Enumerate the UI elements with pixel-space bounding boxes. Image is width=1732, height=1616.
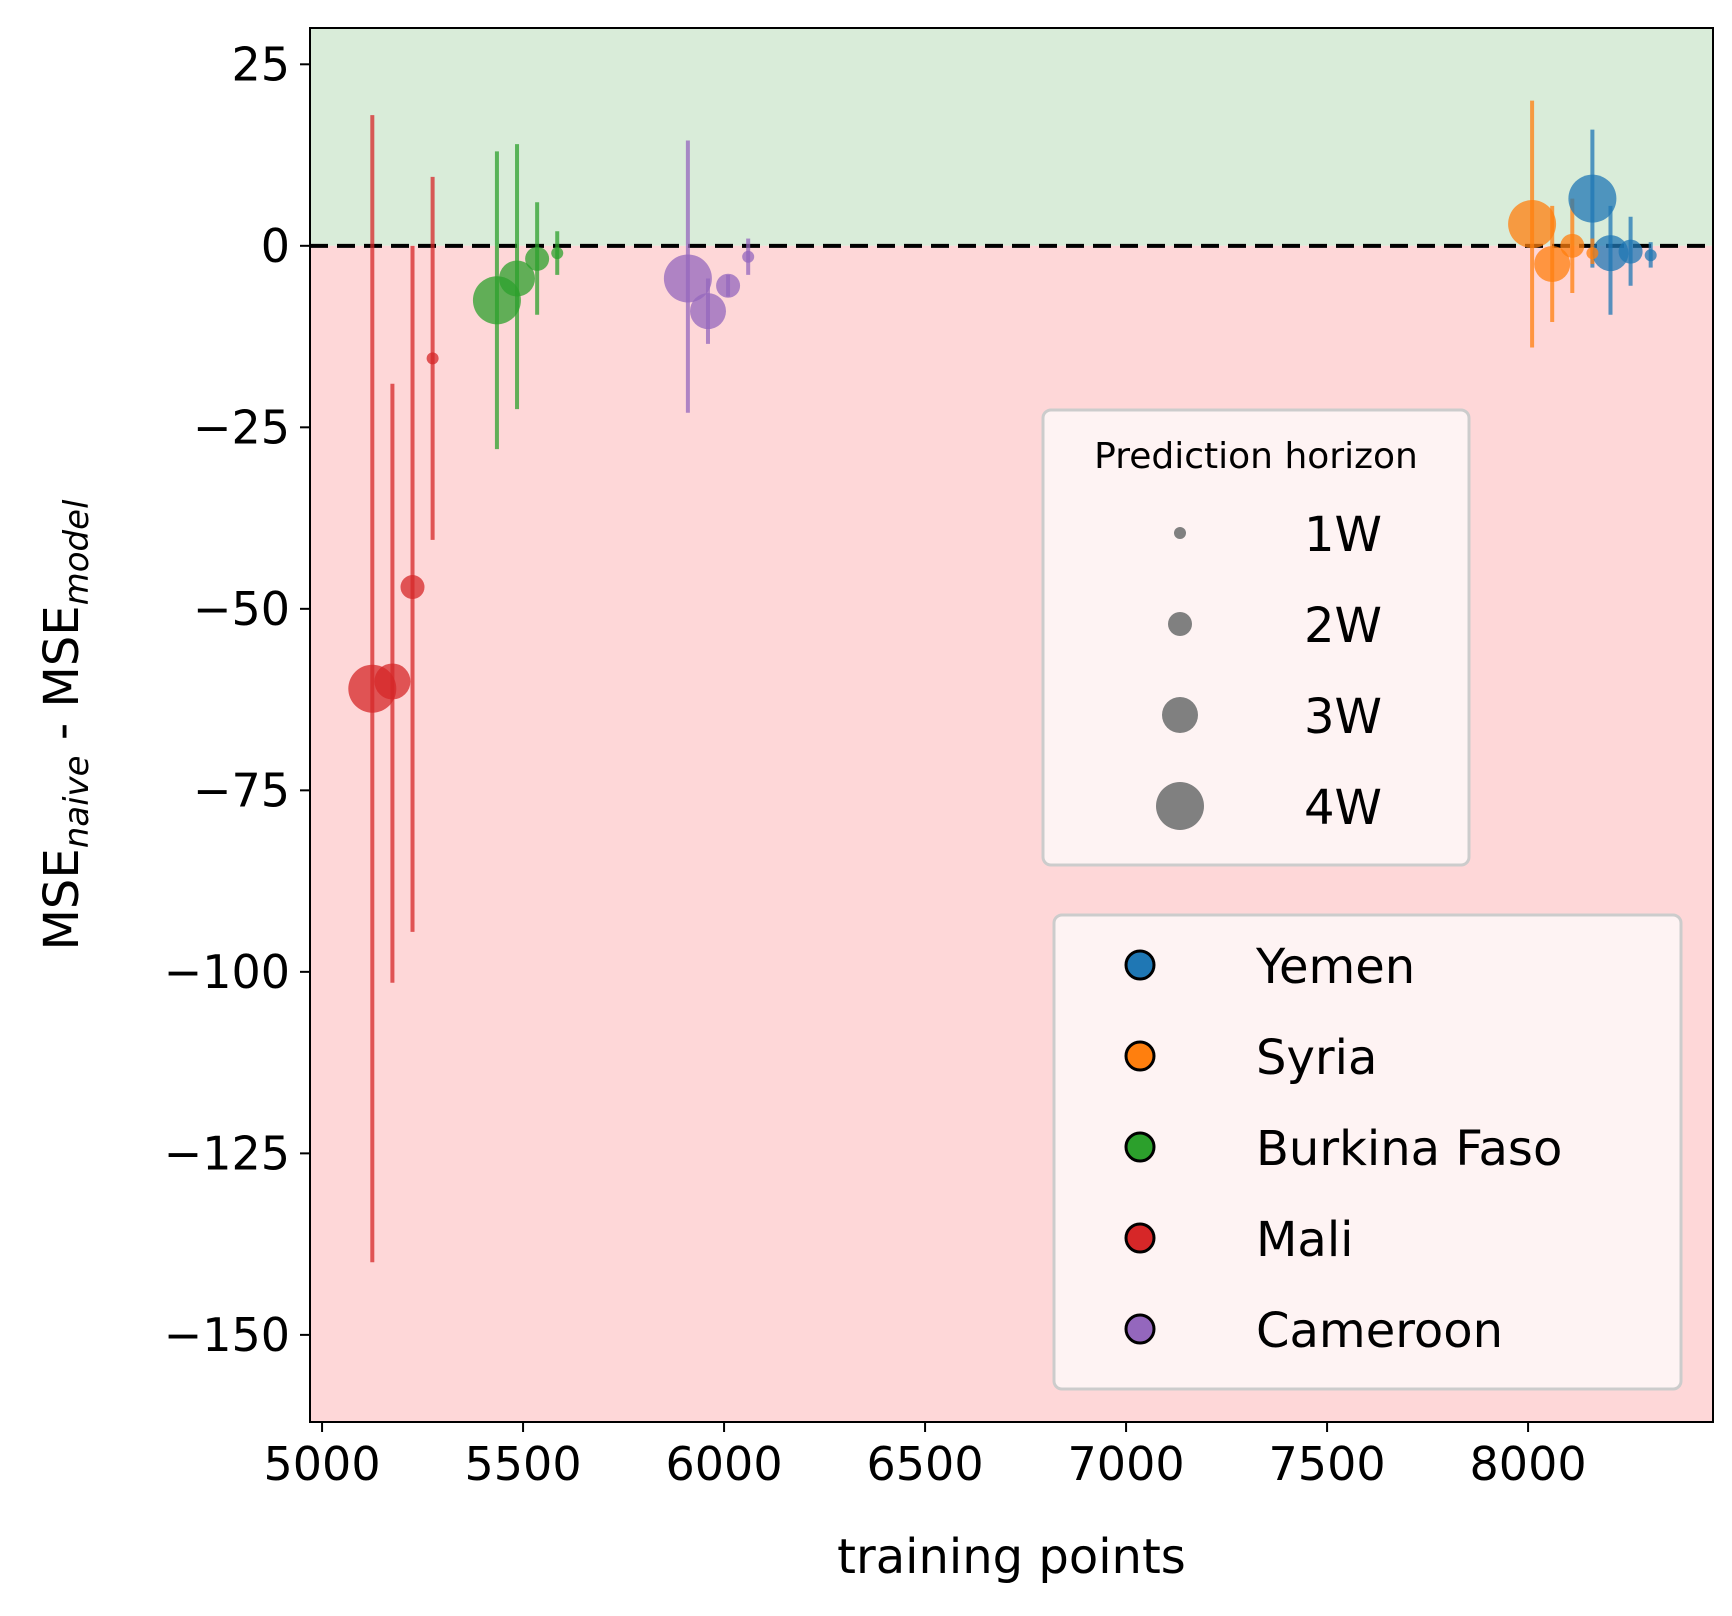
data-point-syria-3w <box>1534 245 1571 282</box>
legend-size-marker-2w <box>1168 612 1192 636</box>
data-point-syria-2w <box>1560 233 1585 258</box>
legend-marker-mali <box>1124 1222 1156 1254</box>
legend-size-marker-3w <box>1162 697 1198 733</box>
data-point-syria-1w <box>1586 247 1599 260</box>
legend-label-mali: Mali <box>1256 1212 1354 1268</box>
y-tick-label: −125 <box>164 1126 290 1180</box>
data-point-yemen-3w <box>1592 235 1629 272</box>
legend-marker-syria <box>1124 1040 1156 1072</box>
y-tick-label: −150 <box>164 1308 290 1362</box>
x-tick-label: 6000 <box>666 1437 783 1491</box>
legend-size-label: 1W <box>1304 507 1382 563</box>
legend-size-marker-1w <box>1174 527 1186 539</box>
data-point-yemen-2w <box>1618 239 1643 264</box>
data-point-cameroon-3w <box>689 293 726 330</box>
y-tick-label: −50 <box>193 582 290 636</box>
y-axis-title-part: MSE <box>34 848 90 950</box>
data-point-cameroon-4w <box>663 254 712 303</box>
legend-size-label: 4W <box>1304 780 1382 836</box>
y-axis-title-subscript: naive <box>57 755 97 848</box>
legend-label-cameroon: Cameroon <box>1256 1303 1503 1359</box>
y-tick-label: −100 <box>164 945 290 999</box>
y-axis-title-subscript: model <box>57 499 97 605</box>
legend-marker-yemen <box>1124 949 1156 981</box>
y-axis-title: MSEnaive - MSEmodel <box>34 499 97 951</box>
data-point-mali-2w <box>400 575 425 600</box>
y-tick-label: −75 <box>193 763 290 817</box>
legend-prediction-horizon: Prediction horizon 1W 2W 3W 4W <box>1041 408 1471 867</box>
y-tick-label: −25 <box>193 400 290 454</box>
x-tick-label: 7500 <box>1269 1437 1386 1491</box>
legend-size-label: 2W <box>1304 598 1382 654</box>
data-point-yemen-4w <box>1568 174 1617 223</box>
legend-size-label: 3W <box>1304 689 1382 745</box>
data-point-mali-1w <box>426 352 439 365</box>
x-tick-label: 5000 <box>264 1437 381 1491</box>
data-point-cameroon-1w <box>742 250 755 263</box>
legend-label-syria: Syria <box>1256 1030 1377 1086</box>
y-axis-title-part: - MSE <box>34 605 90 755</box>
x-tick-label: 7000 <box>1068 1437 1185 1491</box>
data-point-syria-4w <box>1508 200 1557 249</box>
legend-marker-burkina-faso <box>1124 1131 1156 1163</box>
data-point-mali-3w <box>374 663 411 700</box>
legend-label-yemen: Yemen <box>1255 939 1415 995</box>
y-tick-label: 25 <box>231 37 290 91</box>
legend-title: Prediction horizon <box>1094 436 1418 477</box>
data-point-cameroon-2w <box>716 273 741 298</box>
plot-frame <box>309 27 1714 1423</box>
legend-box <box>1041 408 1471 867</box>
x-axis-title: training points <box>837 1529 1186 1585</box>
legend-label-burkina-faso: Burkina Faso <box>1256 1121 1562 1177</box>
y-tick-label: 0 <box>261 219 290 273</box>
legend-countries: Yemen Syria Burkina Faso Mali Cameroon <box>1052 913 1683 1391</box>
legend-marker-cameroon <box>1124 1313 1156 1345</box>
data-point-yemen-1w <box>1644 249 1657 262</box>
data-point-burkina-faso-2w <box>525 246 550 271</box>
x-tick-label: 5500 <box>465 1437 582 1491</box>
legend-size-marker-4w <box>1156 782 1204 830</box>
x-tick-label: 6500 <box>867 1437 984 1491</box>
data-point-burkina-faso-3w <box>499 260 536 297</box>
x-tick-label: 8000 <box>1470 1437 1587 1491</box>
region-better <box>310 28 1713 246</box>
legend-box <box>1052 913 1683 1391</box>
data-point-burkina-faso-1w <box>551 247 564 260</box>
